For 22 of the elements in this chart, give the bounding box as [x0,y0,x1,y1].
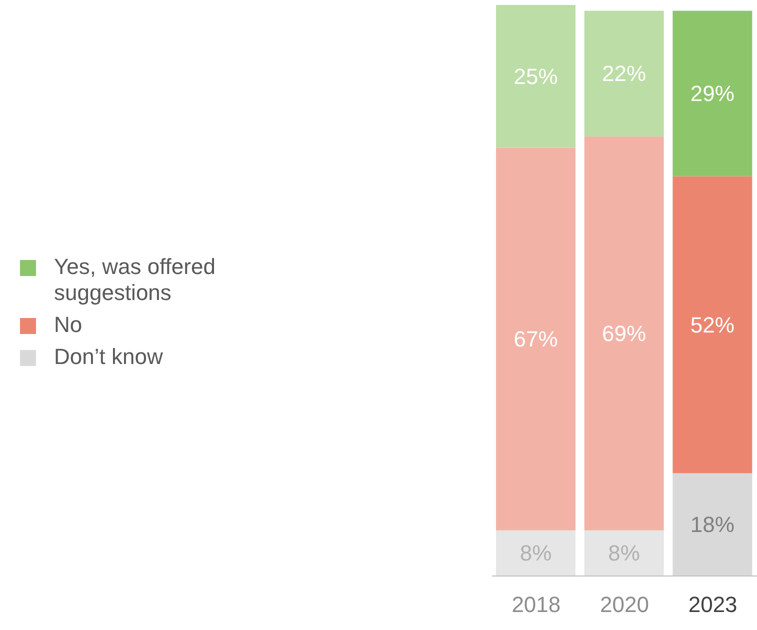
data-label: 52% [690,312,734,338]
data-label: 25% [514,64,558,89]
legend-label: Yes, was offered suggestions [54,254,216,306]
data-label: 69% [602,320,646,346]
bar [584,10,664,136]
bar [584,530,664,576]
bar [672,10,752,176]
bar [496,530,576,576]
x-tick-label: 2020 [600,592,649,617]
bar [672,473,752,576]
bar [496,148,576,530]
x-tick-label: 2023 [688,592,738,617]
bar [672,176,752,474]
data-label: 67% [514,326,558,352]
data-label: 22% [602,61,646,86]
bar [584,136,664,530]
legend-label: Don’t know [54,344,163,370]
x-tick-label: 2018 [512,592,561,617]
legend-label: No [54,312,82,338]
data-label: 18% [690,512,734,538]
bar [496,5,576,148]
data-label: 29% [690,81,734,106]
